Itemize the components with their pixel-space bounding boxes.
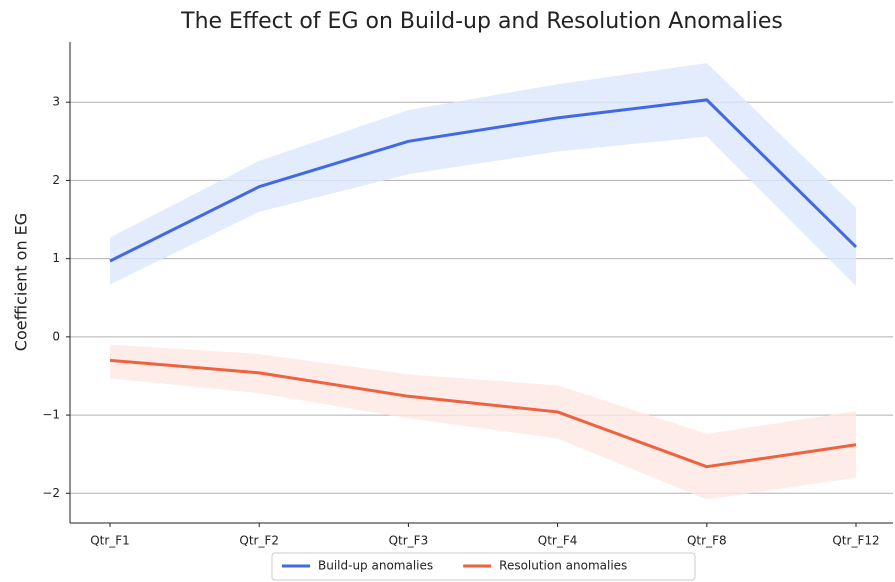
- x-tick-label: Qtr_F2: [239, 534, 279, 548]
- y-tick-label: 2: [52, 173, 60, 187]
- y-tick-label: 0: [52, 329, 60, 343]
- x-tick-label: Qtr_F3: [389, 534, 429, 548]
- y-tick-label: 3: [52, 95, 60, 109]
- confidence-band: [110, 344, 856, 500]
- legend-label: Build-up anomalies: [318, 559, 433, 573]
- legend: Build-up anomalies Resolution anomalies: [271, 552, 696, 581]
- y-tick-label: 1: [52, 251, 60, 265]
- legend-label: Resolution anomalies: [499, 559, 627, 573]
- x-tick-label: Qtr_F4: [538, 534, 578, 548]
- x-tick-label: Qtr_F1: [90, 534, 130, 548]
- y-axis-label: Coefficient on EG: [12, 213, 31, 351]
- y-tick-label: −2: [42, 486, 60, 500]
- x-tick-label: Qtr_F12: [832, 534, 879, 548]
- series-line: [109, 98, 858, 263]
- y-tick-label: −1: [42, 408, 60, 422]
- x-tick-label: Qtr_F8: [687, 534, 727, 548]
- chart-title: The Effect of EG on Build-up and Resolut…: [180, 9, 783, 34]
- series-line: [109, 358, 857, 469]
- confidence-band: [110, 63, 856, 287]
